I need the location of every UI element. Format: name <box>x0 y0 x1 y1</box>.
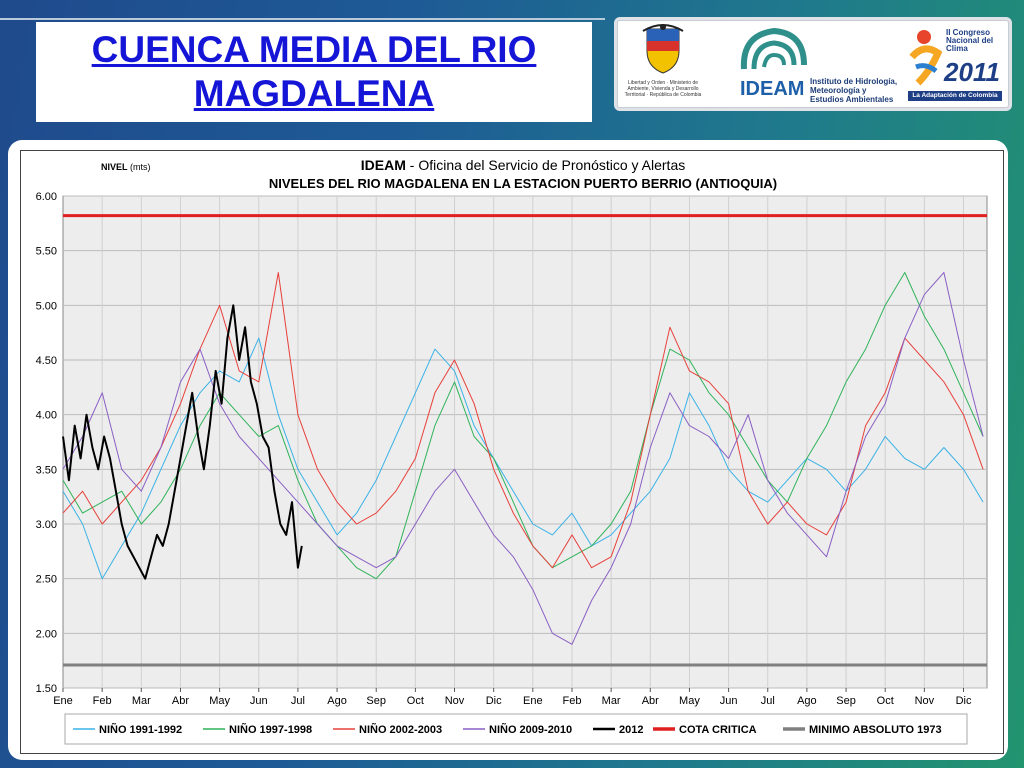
x-tick-label: Jul <box>291 695 305 707</box>
legend-label: NIÑO 2009-2010 <box>489 723 572 736</box>
chart-title-rest: - Oficina del Servicio de Pronóstico y A… <box>406 157 685 173</box>
legend-label: NIÑO 1991-1992 <box>99 723 182 736</box>
ylabel: NIVEL (mts) <box>101 162 151 172</box>
legend-box <box>64 713 968 745</box>
x-tick-label: Jun <box>720 695 738 707</box>
x-tick-label: Jul <box>761 695 775 707</box>
series-lines <box>62 272 984 645</box>
congreso-text: II Congreso Nacional del Clima <box>946 28 994 53</box>
x-tick-label: Ago <box>327 695 347 707</box>
chart-subtitle: NIVELES DEL RIO MAGDALENA EN LA ESTACION… <box>269 176 777 191</box>
ideam-word: IDEAM <box>740 78 805 100</box>
x-tick-label: Oct <box>407 695 424 707</box>
congreso-clima-logo: II Congreso Nacional del Clima 2011 La A… <box>908 27 1004 103</box>
y-tick-label: 2.50 <box>36 574 57 586</box>
series-line <box>62 272 984 569</box>
ylabel-unit: (mts) <box>128 162 151 172</box>
ylabel-main: NIVEL <box>101 162 128 172</box>
y-tick-label: 5.50 <box>36 246 57 258</box>
x-tick-label: May <box>209 695 230 707</box>
x-tick-label: Sep <box>836 695 856 707</box>
x-tick-label: Jun <box>250 695 268 707</box>
reference-lines <box>63 214 987 667</box>
ideam-logo: IDEAM Instituto de Hidrología, Meteorolo… <box>736 23 897 105</box>
legend-label: MINIMO ABSOLUTO 1973 <box>809 724 942 736</box>
y-tick-label: 4.00 <box>36 410 57 422</box>
x-tick-label: Sep <box>366 695 386 707</box>
top-accent-line <box>0 18 605 20</box>
legend: NIÑO 1991-1992 NIÑO 1997-1998 NIÑO 2002-20… <box>64 713 968 745</box>
x-axis: Ene Feb Mar Abr May Jun Jul Ago Sep Oct Nov Dic Ene F… <box>53 688 972 707</box>
legend-label: 2012 <box>619 724 643 736</box>
x-tick-label: Ago <box>797 695 817 707</box>
x-tick-label: Nov <box>915 695 935 707</box>
x-tick-label: Feb <box>562 695 581 707</box>
ideam-swirl-icon <box>740 27 807 70</box>
ideam-description: Instituto de Hidrología, Meteorología y … <box>810 77 898 104</box>
coat-of-arms-icon <box>642 24 684 74</box>
colombia-coat-of-arms-logo: Libertad y Orden · Ministerio de Ambient… <box>624 23 702 105</box>
x-tick-label: Oct <box>877 695 894 707</box>
congreso-ribbon: La Adaptación de Colombia <box>908 91 1002 101</box>
x-tick-label: Abr <box>642 695 659 707</box>
slide-title-line2: MAGDALENA <box>193 73 435 114</box>
y-tick-label: 6.00 <box>36 191 57 203</box>
x-tick-label: Feb <box>93 695 112 707</box>
series-line <box>62 304 303 580</box>
y-tick-label: 3.00 <box>36 519 57 531</box>
x-tick-label: Abr <box>172 695 189 707</box>
x-tick-label: Dic <box>486 695 502 707</box>
congreso-year: 2011 <box>944 57 1000 87</box>
chart-frame: NIVEL (mts) IDEAM - Oficina del Servicio… <box>20 150 1004 754</box>
series-line <box>62 272 984 580</box>
legend-label: NIÑO 2002-2003 <box>359 723 442 736</box>
congreso-figure-icon <box>909 30 943 86</box>
y-tick-label: 5.00 <box>36 300 57 312</box>
y-axis: 6.00 5.50 5.00 4.50 4.00 3.50 3.00 2.50 2.00 1.50 <box>36 191 57 695</box>
y-tick-label: 2.00 <box>36 628 57 640</box>
x-tick-label: Mar <box>132 695 151 707</box>
legend-label: COTA CRITICA <box>679 724 757 736</box>
legend-label: NIÑO 1997-1998 <box>229 723 312 736</box>
chart-title: IDEAM - Oficina del Servicio de Pronósti… <box>361 157 685 173</box>
chart-title-prefix: IDEAM <box>361 157 406 173</box>
x-tick-label: May <box>679 695 700 707</box>
logos-banner: Libertad y Orden · Ministerio de Ambient… <box>617 20 1009 108</box>
x-tick-label: Ene <box>53 695 73 707</box>
plot-area <box>62 195 988 689</box>
x-tick-label: Dic <box>956 695 972 707</box>
slide-title-line1: CUENCA MEDIA DEL RIO <box>91 29 537 70</box>
x-tick-label: Nov <box>445 695 465 707</box>
y-tick-label: 3.50 <box>36 464 57 476</box>
x-tick-label: Ene <box>523 695 543 707</box>
river-level-chart: NIVEL (mts) IDEAM - Oficina del Servicio… <box>36 157 988 745</box>
y-tick-label: 1.50 <box>36 683 57 695</box>
series-line <box>62 272 984 645</box>
x-tick-label: Mar <box>602 695 621 707</box>
minambiente-text: Libertad y Orden · Ministerio de Ambient… <box>624 80 702 98</box>
slide-title-box: CUENCA MEDIA DEL RIO MAGDALENA <box>36 22 592 122</box>
y-tick-label: 4.50 <box>36 355 57 367</box>
